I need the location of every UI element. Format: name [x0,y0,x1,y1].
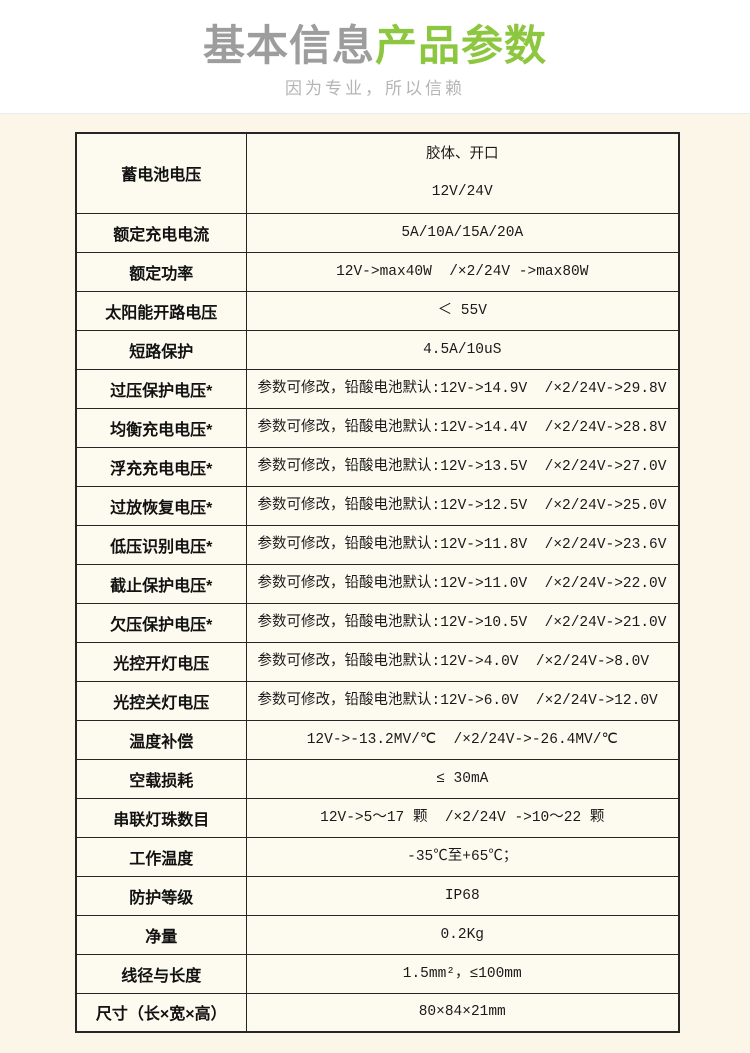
row-value: 12V->5～17 颗 /×2/24V ->10～22 颗 [245,797,680,838]
row-value-line: ≤ 30mA [436,770,489,787]
row-value-line: 参数可修改，铅酸电池默认:12V->12.5V /×2/24V->25.0V [257,497,667,514]
table-row: 防护等级 IP68 [75,875,680,916]
row-value-line: 5A/10A/15A/20A [401,224,524,241]
row-value: 12V->max40W /×2/24V ->max80W [245,251,680,292]
page-title: 基本信息产品参数 [0,21,750,71]
row-value: 参数可修改，铅酸电池默认:12V->10.5V /×2/24V->21.0V [245,602,680,643]
row-label: 低压识别电压* [75,524,247,565]
row-label: 串联灯珠数目 [75,797,247,838]
row-value: 5A/10A/15A/20A [245,212,680,253]
table-row: 过放恢复电压* 参数可修改，铅酸电池默认:12V->12.5V /×2/24V-… [75,485,680,526]
row-value-line: 4.5A/10uS [423,341,502,358]
row-value: 参数可修改，铅酸电池默认:12V->11.8V /×2/24V->23.6V [245,524,680,565]
row-value: 4.5A/10uS [245,329,680,370]
row-label: 太阳能开路电压 [75,290,247,331]
row-label: 额定充电电流 [75,212,247,253]
row-label: 浮充充电电压* [75,446,247,487]
row-value: 参数可修改，铅酸电池默认:12V->6.0V /×2/24V->12.0V [245,680,680,721]
row-value-line: 参数可修改，铅酸电池默认:12V->13.5V /×2/24V->27.0V [257,458,667,475]
title-product-params: 产品参数 [375,22,548,69]
spec-table: 蓄电池电压 胶体、开口 12V/24V 额定充电电流 5A/10A/15A/20A… [75,132,680,1033]
table-row: 欠压保护电压* 参数可修改，铅酸电池默认:12V->10.5V /×2/24V-… [75,602,680,643]
row-value: 参数可修改，铅酸电池默认:12V->11.0V /×2/24V->22.0V [245,563,680,604]
table-row: 太阳能开路电压 ＜ 55V [75,290,680,331]
row-value: 参数可修改，铅酸电池默认:12V->14.9V /×2/24V->29.8V [245,368,680,409]
table-row: 净量 0.2Kg [75,914,680,955]
row-label: 光控开灯电压 [75,641,247,682]
row-label: 额定功率 [75,251,247,292]
row-value-line: IP68 [444,887,480,904]
row-value: ≤ 30mA [245,758,680,799]
table-row: 均衡充电电压* 参数可修改，铅酸电池默认:12V->14.4V /×2/24V-… [75,407,680,448]
row-value: 参数可修改，铅酸电池默认:12V->14.4V /×2/24V->28.8V [245,407,680,448]
row-value-line: 参数可修改，铅酸电池默认:12V->6.0V /×2/24V->12.0V [257,692,658,709]
row-value: 12V->-13.2MV/℃ /×2/24V->-26.4MV/℃ [245,719,680,760]
table-row: 短路保护 4.5A/10uS [75,329,680,370]
row-label: 过放恢复电压* [75,485,247,526]
table-row: 串联灯珠数目 12V->5～17 颗 /×2/24V ->10～22 颗 [75,797,680,838]
row-value-line: 胶体、开口 [426,146,499,163]
table-row: 浮充充电电压* 参数可修改，铅酸电池默认:12V->13.5V /×2/24V-… [75,446,680,487]
row-label: 工作温度 [75,836,247,877]
page-header: 基本信息产品参数 因为专业，所以信赖 [0,0,750,114]
row-label: 净量 [75,914,247,955]
row-value-line: 12V->-13.2MV/℃ /×2/24V->-26.4MV/℃ [306,731,618,748]
row-label: 均衡充电电压* [75,407,247,448]
row-value-line: 12V/24V [431,183,493,200]
row-value-line: 参数可修改，铅酸电池默认:12V->11.8V /×2/24V->23.6V [257,536,667,553]
row-value: ＜ 55V [245,290,680,331]
row-value-line: 0.2Kg [440,926,484,943]
row-value-line: 1.5mm²，≤100mm [402,965,522,982]
row-label: 防护等级 [75,875,247,916]
table-row: 光控关灯电压 参数可修改，铅酸电池默认:12V->6.0V /×2/24V->1… [75,680,680,721]
row-value-line: 参数可修改，铅酸电池默认:12V->10.5V /×2/24V->21.0V [257,614,667,631]
row-value-line: -35℃至+65℃； [407,848,518,865]
row-value-line: 12V->max40W /×2/24V ->max80W [336,263,589,280]
table-row: 额定充电电流 5A/10A/15A/20A [75,212,680,253]
table-row: 线径与长度 1.5mm²，≤100mm [75,953,680,994]
table-row: 工作温度 -35℃至+65℃； [75,836,680,877]
spec-table-body: 蓄电池电压 胶体、开口 12V/24V 额定充电电流 5A/10A/15A/20A… [75,132,680,1033]
title-basic-info: 基本信息 [202,22,375,69]
table-row: 温度补偿 12V->-13.2MV/℃ /×2/24V->-26.4MV/℃ [75,719,680,760]
row-value-line: ＜ 55V [437,302,487,319]
table-row: 光控开灯电压 参数可修改，铅酸电池默认:12V->4.0V /×2/24V->8… [75,641,680,682]
row-value: 参数可修改，铅酸电池默认:12V->4.0V /×2/24V->8.0V [245,641,680,682]
row-value: 参数可修改，铅酸电池默认:12V->12.5V /×2/24V->25.0V [245,485,680,526]
row-value: 参数可修改，铅酸电池默认:12V->13.5V /×2/24V->27.0V [245,446,680,487]
row-label: 过压保护电压* [75,368,247,409]
row-label: 空载损耗 [75,758,247,799]
row-value: 胶体、开口 12V/24V [245,132,680,214]
row-value: 0.2Kg [245,914,680,955]
row-value-line: 12V->5～17 颗 /×2/24V ->10～22 颗 [320,809,605,826]
row-value: -35℃至+65℃； [245,836,680,877]
page-subtitle: 因为专业，所以信赖 [285,79,465,98]
row-label: 蓄电池电压 [75,132,247,214]
table-row: 尺寸（长×宽×高） 80×84×21mm [75,992,680,1033]
row-value-line: 参数可修改，铅酸电池默认:12V->4.0V /×2/24V->8.0V [257,653,650,670]
row-label: 尺寸（长×宽×高） [75,992,247,1033]
row-value-line: 80×84×21mm [418,1004,506,1021]
table-row: 过压保护电压* 参数可修改，铅酸电池默认:12V->14.9V /×2/24V-… [75,368,680,409]
row-value: IP68 [245,875,680,916]
row-value-line: 参数可修改，铅酸电池默认:12V->14.4V /×2/24V->28.8V [257,419,667,436]
row-label: 线径与长度 [75,953,247,994]
row-value: 80×84×21mm [245,992,680,1033]
table-row: 空载损耗 ≤ 30mA [75,758,680,799]
row-label: 光控关灯电压 [75,680,247,721]
table-row: 截止保护电压* 参数可修改，铅酸电池默认:12V->11.0V /×2/24V-… [75,563,680,604]
spec-section: 蓄电池电压 胶体、开口 12V/24V 额定充电电流 5A/10A/15A/20A… [0,114,750,1033]
row-value-line: 参数可修改，铅酸电池默认:12V->11.0V /×2/24V->22.0V [257,575,667,592]
row-value-line: 参数可修改，铅酸电池默认:12V->14.9V /×2/24V->29.8V [257,380,667,397]
row-label: 截止保护电压* [75,563,247,604]
row-value: 1.5mm²，≤100mm [245,953,680,994]
table-row: 蓄电池电压 胶体、开口 12V/24V [75,132,680,214]
row-label: 欠压保护电压* [75,602,247,643]
table-row: 额定功率 12V->max40W /×2/24V ->max80W [75,251,680,292]
table-row: 低压识别电压* 参数可修改，铅酸电池默认:12V->11.8V /×2/24V-… [75,524,680,565]
row-label: 温度补偿 [75,719,247,760]
row-label: 短路保护 [75,329,247,370]
